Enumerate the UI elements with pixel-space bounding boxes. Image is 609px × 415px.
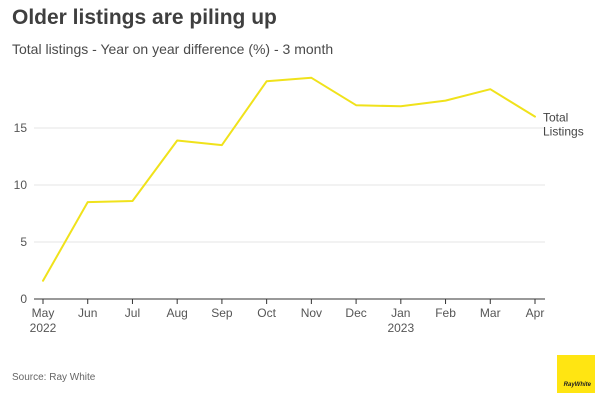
x-tick-label: Oct — [257, 306, 276, 320]
y-tick-label: 0 — [20, 292, 27, 306]
series-line — [42, 76, 536, 282]
x-tick-label: Dec — [345, 306, 366, 320]
series — [42, 76, 536, 282]
chart-subtitle: Total listings - Year on year difference… — [12, 41, 334, 57]
x-tick-label: Mar — [480, 306, 501, 320]
x-tick-label: May — [32, 306, 55, 320]
x-tick-label: Jan — [391, 306, 410, 320]
series-labels: Total Listings — [543, 111, 584, 139]
ray-white-logo: RayWhite — [557, 355, 595, 393]
x-tick-label: Nov — [301, 306, 322, 320]
x-tick-label: Sep — [211, 306, 233, 320]
y-tick-label: 15 — [14, 121, 28, 135]
chart-title: Older listings are piling up — [12, 6, 277, 29]
x-tick-year-label: 2023 — [387, 321, 414, 335]
x-tick-year-label: 2022 — [30, 321, 57, 335]
y-tick-label: 10 — [14, 178, 28, 192]
y-tick-labels: 0 5 10 15 — [14, 121, 28, 306]
axes — [34, 298, 545, 304]
source-note: Source: Ray White — [12, 372, 96, 383]
x-tick-label: Aug — [167, 306, 188, 320]
y-tick-label: 5 — [20, 235, 27, 249]
series-end-label: Total Listings — [543, 111, 584, 139]
x-tick-label: Jun — [78, 306, 97, 320]
logo-wordmark: RayWhite — [563, 382, 591, 388]
x-tick-label: Feb — [435, 306, 456, 320]
gridlines — [34, 127, 545, 243]
x-tick-label: Apr — [526, 306, 545, 320]
x-tick-label: Jul — [125, 306, 140, 320]
